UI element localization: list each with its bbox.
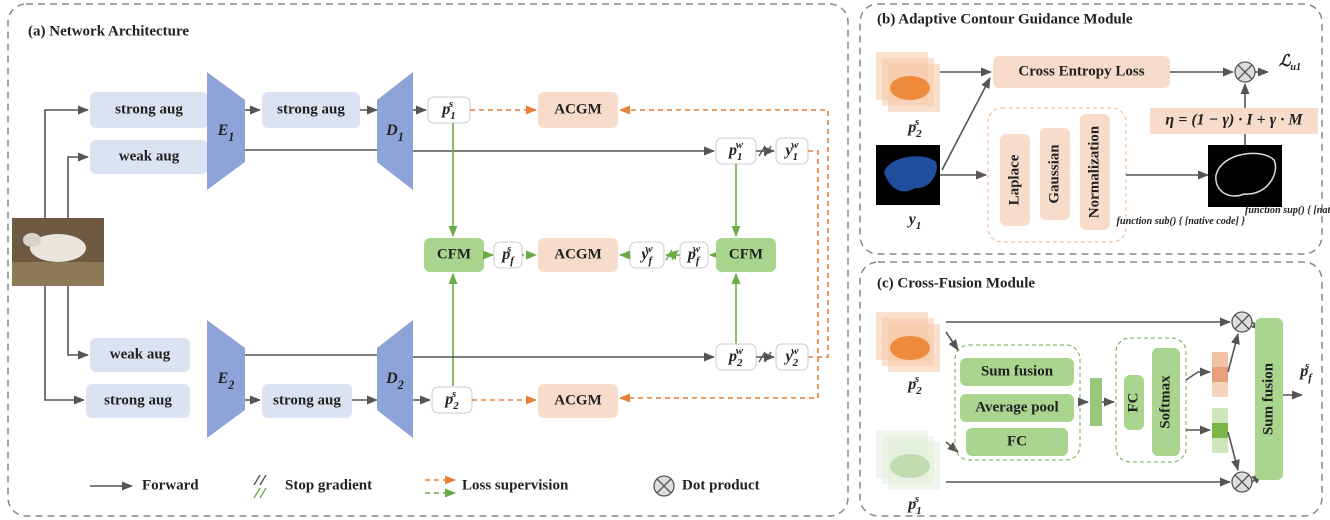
label: weak aug <box>119 148 180 164</box>
label: Normalization <box>1086 125 1102 218</box>
math-sup: function sup() { [native code] } <box>1245 205 1330 216</box>
connector <box>1228 432 1238 470</box>
label: CFM <box>437 246 471 262</box>
math-sub: 2 <box>227 378 234 392</box>
label: CFM <box>729 246 763 262</box>
weight-bar <box>1212 438 1228 453</box>
panel-title: (c) Cross-Fusion Module <box>877 275 1035 291</box>
math-label: y1 <box>907 211 922 232</box>
math-label: function sub() { [native code] }function… <box>1117 205 1330 227</box>
math-sub: f <box>1308 372 1313 384</box>
math-label: ℒu1 <box>1279 53 1301 73</box>
label: Softmax <box>1157 375 1173 429</box>
math-sub: 1 <box>450 110 455 122</box>
weight-bar <box>1212 408 1228 423</box>
math-sub: 1 <box>916 220 921 232</box>
math-sub: 1 <box>916 505 921 517</box>
connector <box>1186 372 1210 380</box>
label: FC <box>1125 393 1141 413</box>
math-base: E <box>217 370 229 387</box>
legend-label: Stop gradient <box>285 477 372 493</box>
figure: (a) Network Architecture strong aug weak a… <box>0 0 1330 520</box>
math-sub: 2 <box>915 385 922 397</box>
math-sup: s <box>914 116 919 128</box>
label: Gaussian <box>1046 144 1062 204</box>
connector <box>45 286 84 400</box>
connector <box>946 442 958 452</box>
math-label: p2s <box>906 373 922 397</box>
label: FC <box>1007 433 1027 449</box>
input-image-floor <box>12 262 104 286</box>
math-sub: 2 <box>397 378 404 392</box>
math-sup: w <box>736 139 744 151</box>
math-sup: w <box>791 345 799 357</box>
stop-gradient-mark <box>254 488 260 498</box>
stop-gradient-mark <box>254 475 260 485</box>
sheep-head <box>23 233 41 247</box>
math-sup: s <box>451 388 456 400</box>
math-sub: u1 <box>1290 62 1301 73</box>
label: strong aug <box>277 101 345 117</box>
label: Average pool <box>975 399 1058 415</box>
math-sub: 2 <box>452 400 459 412</box>
math-sup: w <box>791 139 799 151</box>
weight-bar <box>1212 382 1228 397</box>
math-sup: w <box>736 345 744 357</box>
math-sub: 2 <box>915 128 922 140</box>
connector <box>68 157 88 218</box>
legend-label: Dot product <box>682 477 760 493</box>
connector <box>1228 334 1238 372</box>
math-base: D <box>385 370 398 387</box>
label: Sum fusion <box>1260 362 1276 435</box>
heatmap-blob <box>890 454 930 478</box>
stop-gradient-mark <box>260 488 266 498</box>
math-sup: w <box>693 243 701 255</box>
label: ACGM <box>554 101 602 117</box>
math-sub: 2 <box>736 357 743 369</box>
label: Laplace <box>1006 154 1022 205</box>
math-sup: s <box>506 243 511 255</box>
panel-title: (b) Adaptive Contour Guidance Module <box>877 11 1133 27</box>
formula: η = (1 − γ) · I + γ · M <box>1165 112 1303 129</box>
math-sub: 1 <box>228 130 234 144</box>
heatmap-blob <box>890 336 930 360</box>
stop-gradient-mark <box>260 475 266 485</box>
label: ACGM <box>554 392 602 408</box>
math-sup: w <box>645 243 653 255</box>
legend-label: Loss supervision <box>462 477 569 493</box>
math-sub: 1 <box>737 151 742 163</box>
feature-bar <box>1090 378 1102 426</box>
label: Cross Entropy Loss <box>1018 63 1144 79</box>
math-label: p1s <box>906 493 921 517</box>
label: strong aug <box>115 101 183 117</box>
math-sub: 2 <box>792 357 799 369</box>
math-sub: function sub() { [native code] } <box>1117 216 1246 227</box>
math-sup: s <box>914 493 919 505</box>
math-sub: 1 <box>398 130 404 144</box>
weight-bar <box>1212 423 1228 438</box>
math-sub: 1 <box>793 151 798 163</box>
label: Sum fusion <box>981 363 1054 379</box>
label: strong aug <box>104 392 172 408</box>
weight-bar <box>1212 367 1228 382</box>
weight-bar <box>1212 352 1228 367</box>
heatmap-blob <box>890 76 930 100</box>
panel-title: (a) Network Architecture <box>28 23 189 39</box>
connector <box>45 110 88 218</box>
label: weak aug <box>110 346 171 362</box>
math-base: E <box>217 122 229 139</box>
math-base: D <box>385 122 398 139</box>
math-sup: s <box>1304 360 1309 372</box>
math-label: pfs <box>1298 360 1313 384</box>
connector <box>68 286 88 355</box>
label: ACGM <box>554 246 602 262</box>
math-label: p2s <box>906 116 922 140</box>
math-sup: s <box>448 98 453 110</box>
connector <box>942 78 990 170</box>
label: strong aug <box>273 392 341 408</box>
math-sup: s <box>914 373 919 385</box>
connector <box>946 332 958 350</box>
legend-label: Forward <box>142 477 199 493</box>
